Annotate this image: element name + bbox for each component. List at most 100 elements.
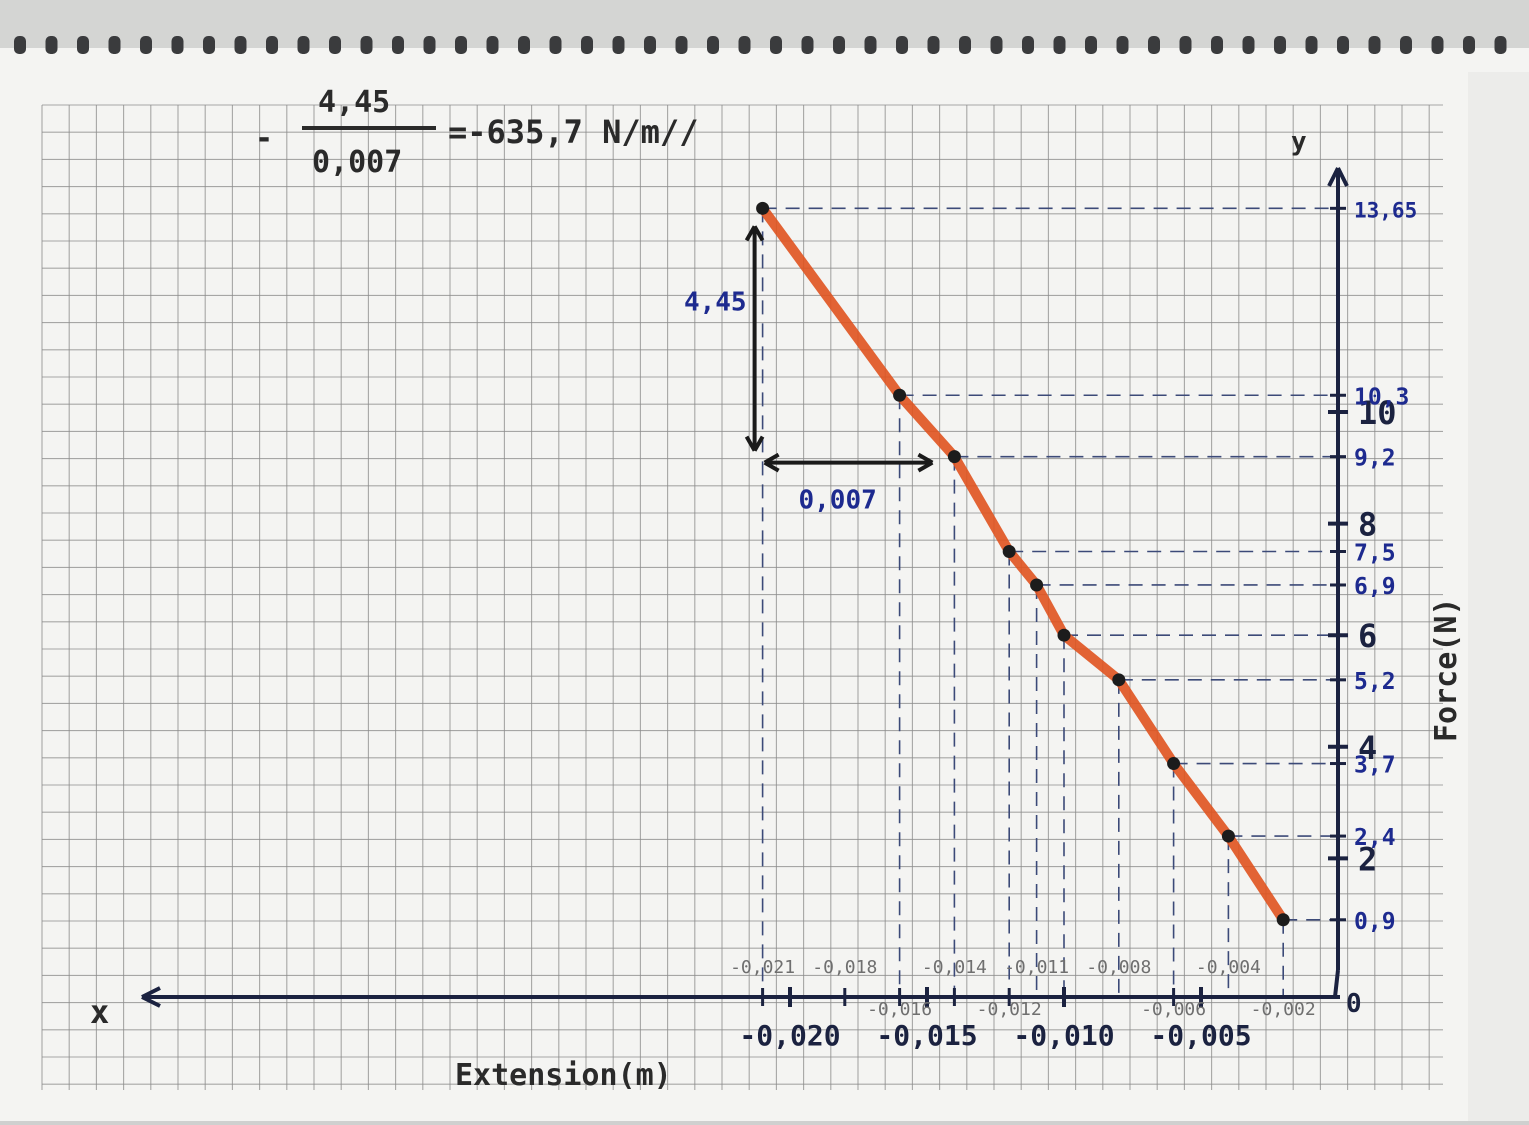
spiral-hole — [140, 36, 152, 54]
y-point-label: 2,4 — [1354, 825, 1396, 851]
spiral-hole — [1022, 36, 1034, 54]
x-major-label: -0,020 — [739, 1019, 840, 1052]
slope-minus: - — [255, 121, 273, 156]
dashed-guides — [761, 207, 1338, 997]
spiral-hole — [203, 36, 215, 54]
y-major-label: 6 — [1358, 617, 1377, 655]
spiral-hole — [329, 36, 341, 54]
spiral-hole — [896, 36, 908, 54]
slope-numerator: 4,45 — [318, 85, 390, 120]
spiral-hole — [738, 36, 751, 54]
spiral-hole — [423, 36, 436, 54]
y-point-label: 0,9 — [1354, 909, 1396, 935]
series-line — [757, 203, 1289, 925]
spiral-hole — [1242, 36, 1255, 54]
y-point-label: 10,3 — [1354, 384, 1409, 410]
slope-annotation: 4,45 0,007 - 4,45 0,007 =-635,7 N/m// — [255, 85, 934, 516]
y-axis-name: y — [1291, 127, 1307, 157]
spiral-hole — [45, 36, 58, 54]
x-point-label: -0,011 — [1004, 957, 1069, 978]
spiral-hole — [1148, 36, 1160, 54]
spiral-hole — [234, 36, 247, 54]
spiral-hole — [864, 36, 877, 54]
spiral-hole — [1053, 36, 1066, 54]
data-point — [1057, 628, 1071, 642]
spiral-hole — [171, 36, 184, 54]
x-point-label: -0,002 — [1251, 999, 1316, 1020]
slope-denominator: 0,007 — [312, 145, 402, 180]
data-point — [1002, 545, 1016, 558]
x-point-label: -0,008 — [1086, 957, 1151, 978]
spiral-hole — [1305, 36, 1318, 54]
x-axis-name: x — [90, 993, 109, 1031]
spiral-hole — [927, 36, 940, 54]
spiral-binding — [14, 36, 1507, 54]
x-point-label: -0,021 — [730, 957, 795, 978]
spiral-hole — [675, 36, 688, 54]
x-point-label: -0,004 — [1196, 957, 1261, 978]
axis-titles: Extension(m) Force(N) x y — [90, 127, 1464, 1093]
tick-labels: -0,020 -0,015 -0,010 -0,005 -0,021 -0,018 -0,0… — [730, 198, 1417, 1052]
run-arrowheads — [763, 452, 934, 473]
slope-result: =-635,7 N/m// — [448, 113, 698, 151]
spiral-hole — [801, 36, 814, 54]
rise-label: 4,45 — [684, 287, 747, 317]
spiral-hole — [770, 36, 782, 54]
data-point — [1112, 673, 1126, 687]
next-page-edge — [1468, 72, 1529, 1121]
axes — [141, 167, 1349, 1008]
spiral-hole — [1274, 36, 1286, 54]
spiral-hole — [1368, 36, 1381, 54]
spiral-hole — [1494, 36, 1507, 54]
y-point-label: 13,65 — [1354, 198, 1417, 222]
spiral-hole — [707, 36, 719, 54]
spiral-hole — [833, 36, 845, 54]
spiral-hole — [1431, 36, 1444, 54]
spiral-hole — [612, 36, 625, 54]
grid-paper — [41, 104, 1443, 1090]
spiral-hole — [518, 36, 530, 54]
spiral-hole — [1085, 36, 1097, 54]
spiral-hole — [486, 36, 499, 54]
data-point — [756, 201, 770, 215]
spiral-hole — [14, 36, 26, 54]
spiral-hole — [297, 36, 310, 54]
data-point — [947, 450, 961, 464]
y-axis-arrow — [1327, 167, 1349, 187]
spiral-hole — [990, 36, 1003, 54]
y-point-label: 9,2 — [1354, 446, 1396, 472]
spiral-hole — [1337, 36, 1349, 54]
x-point-label: -0,012 — [977, 999, 1042, 1020]
spiral-hole — [1400, 36, 1412, 54]
data-point — [1030, 578, 1044, 592]
spiral-hole — [392, 36, 404, 54]
x-point-label: -0,014 — [922, 957, 987, 978]
spiral-hole — [644, 36, 656, 54]
y-major-label: 8 — [1358, 506, 1377, 544]
y-point-label: 3,7 — [1354, 753, 1396, 779]
y-point-label: 7,5 — [1354, 541, 1396, 567]
y-point-label: 5,2 — [1354, 669, 1396, 695]
spiral-hole — [455, 36, 467, 54]
spiral-hole — [77, 36, 89, 54]
x-major-label: -0,005 — [1150, 1019, 1251, 1052]
data-point — [1276, 913, 1290, 927]
y-axis-title: Force(N) — [1429, 598, 1464, 743]
spiral-hole — [1179, 36, 1192, 54]
spiral-hole — [108, 36, 121, 54]
y-point-label: 6,9 — [1354, 574, 1396, 600]
x-point-label: -0,006 — [1141, 999, 1206, 1020]
spiral-hole — [266, 36, 278, 54]
x-major-label: -0,010 — [1013, 1019, 1114, 1052]
data-series — [756, 201, 1290, 927]
spiral-hole — [360, 36, 373, 54]
y-major-label: 10 — [1358, 394, 1397, 432]
x-axis-title: Extension(m) — [455, 1058, 672, 1093]
y-major-label: 2 — [1358, 840, 1377, 878]
spiral-hole — [549, 36, 562, 54]
spiral-hole — [1116, 36, 1129, 54]
origin-join — [1333, 969, 1340, 998]
x-point-label: -0,016 — [867, 999, 932, 1020]
